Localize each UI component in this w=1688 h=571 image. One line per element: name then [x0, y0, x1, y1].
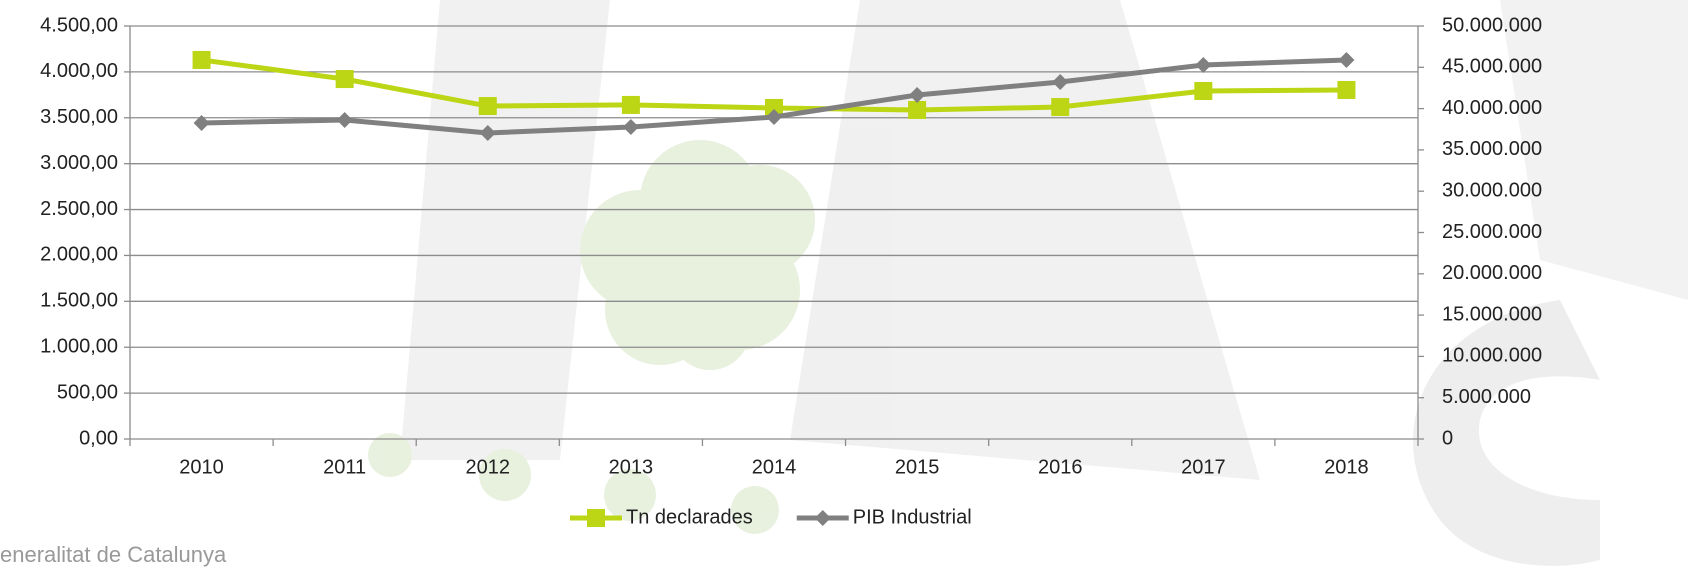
y2-tick-label: 40.000.000 [1442, 97, 1542, 119]
y-tick-label: 500,00 [57, 381, 118, 403]
y-tick-label: 4.500,00 [40, 14, 118, 36]
y2-tick-label: 45.000.000 [1442, 56, 1542, 78]
point [337, 112, 353, 128]
legend-label: Tn declarades [626, 506, 753, 528]
chart: eneralitat de Catalunya 0,00 500,00 1.000,… [0, 0, 1688, 571]
point [1195, 57, 1211, 73]
point [1337, 81, 1355, 99]
y2-tick-label: 30.000.000 [1442, 179, 1542, 201]
y2-tick-label: 15.000.000 [1442, 303, 1542, 325]
y-tick-label: 2.500,00 [40, 198, 118, 220]
y-tick-label: 3.500,00 [40, 106, 118, 128]
legend-marker [815, 510, 831, 526]
point [193, 51, 211, 69]
point [1194, 82, 1212, 100]
x-tick-label: 2011 [323, 456, 366, 478]
point [622, 96, 640, 114]
point [479, 97, 497, 115]
y-tick-label: 1.000,00 [40, 336, 118, 358]
footer-text: eneralitat de Catalunya [0, 542, 227, 567]
y-tick-label: 2.000,00 [40, 244, 118, 266]
y2-tick-label: 35.000.000 [1442, 138, 1542, 160]
point [908, 101, 926, 119]
y-tick-label: 4.000,00 [40, 60, 118, 82]
y2-tick-label: 10.000.000 [1442, 345, 1542, 367]
x-tick-label: 2018 [1324, 456, 1369, 478]
x-tick-label: 2016 [1038, 456, 1083, 478]
y2-tick-label: 20.000.000 [1442, 262, 1542, 284]
x-tick-label: 2014 [752, 456, 797, 478]
y-tick-label: 1.500,00 [40, 290, 118, 312]
y2-tick-label: 0 [1442, 427, 1453, 449]
y2-tick-label: 50.000.000 [1442, 14, 1542, 36]
legend-marker [587, 509, 605, 527]
y2-tick-label: 5.000.000 [1442, 386, 1531, 408]
x-tick-label: 2010 [179, 456, 224, 478]
point [1051, 98, 1069, 116]
x-tick-label: 2012 [466, 456, 511, 478]
x-tick-label: 2013 [609, 456, 654, 478]
legend-label: PIB Industrial [853, 506, 972, 528]
point [1338, 52, 1354, 68]
y-tick-label: 0,00 [79, 427, 118, 449]
point [336, 70, 354, 88]
y2-tick-label: 25.000.000 [1442, 221, 1542, 243]
x-tick-label: 2015 [895, 456, 940, 478]
y-tick-label: 3.000,00 [40, 152, 118, 174]
point [623, 119, 639, 135]
x-tick-label: 2017 [1181, 456, 1226, 478]
